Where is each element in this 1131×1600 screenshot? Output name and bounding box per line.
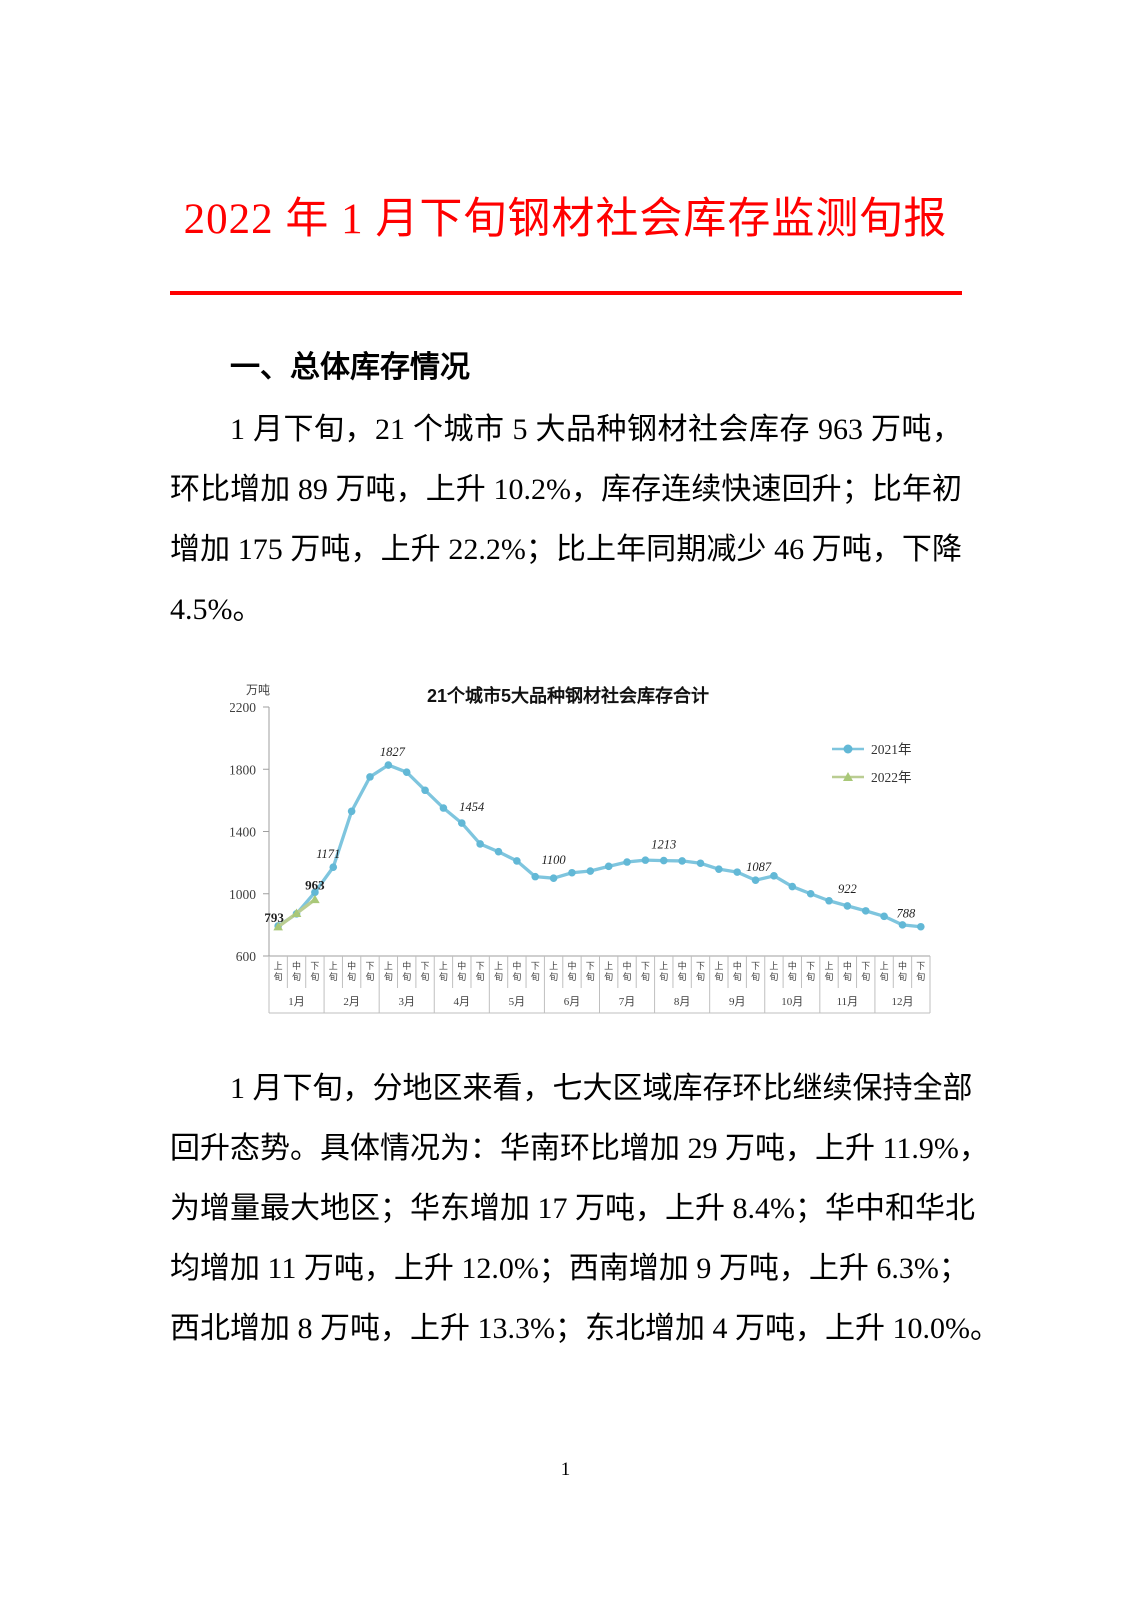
svg-text:上旬: 上旬 <box>274 961 283 982</box>
svg-text:788: 788 <box>896 907 916 921</box>
svg-text:上旬: 上旬 <box>549 961 558 982</box>
svg-text:下旬: 下旬 <box>310 961 319 982</box>
svg-text:中旬: 中旬 <box>733 960 742 982</box>
svg-text:2月: 2月 <box>343 996 360 1008</box>
paragraph-overview: 1 月下旬，21 个城市 5 大品种钢材社会库存 963 万吨， 环比增加 89… <box>170 400 962 640</box>
svg-text:5月: 5月 <box>509 996 526 1008</box>
svg-text:下旬: 下旬 <box>806 961 815 982</box>
svg-text:中旬: 中旬 <box>567 960 576 982</box>
svg-text:963: 963 <box>305 878 325 893</box>
chart-title: 21个城市5大品种钢材社会库存合计 <box>426 686 710 706</box>
svg-text:中旬: 中旬 <box>623 960 632 982</box>
svg-text:中旬: 中旬 <box>292 960 301 982</box>
svg-text:下旬: 下旬 <box>365 961 374 982</box>
svg-text:3月: 3月 <box>398 996 415 1008</box>
svg-text:1087: 1087 <box>746 860 772 874</box>
svg-text:下旬: 下旬 <box>861 961 870 982</box>
svg-text:上旬: 上旬 <box>825 961 834 982</box>
paragraph-regions: 1 月下旬，分地区来看，七大区域库存环比继续保持全部 回升态势。具体情况为：华南… <box>170 1059 1000 1359</box>
svg-text:9月: 9月 <box>729 996 746 1008</box>
svg-text:793: 793 <box>264 910 284 925</box>
svg-text:上旬: 上旬 <box>604 961 613 982</box>
svg-text:中旬: 中旬 <box>457 960 466 982</box>
svg-text:中旬: 中旬 <box>402 960 411 982</box>
svg-text:1月: 1月 <box>288 996 305 1008</box>
svg-text:1454: 1454 <box>459 800 484 814</box>
svg-text:600: 600 <box>236 949 257 964</box>
svg-text:1213: 1213 <box>651 838 676 852</box>
svg-text:1827: 1827 <box>380 745 406 759</box>
svg-text:中旬: 中旬 <box>347 960 356 982</box>
svg-text:上旬: 上旬 <box>714 961 723 982</box>
svg-text:上旬: 上旬 <box>880 961 889 982</box>
svg-text:下旬: 下旬 <box>916 961 925 982</box>
svg-text:8月: 8月 <box>674 996 691 1008</box>
paragraph-line: 1 月下旬，分地区来看，七大区域库存环比继续保持全部 <box>230 1072 973 1105</box>
paragraph-line: 回升态势。具体情况为：华南环比增加 29 万吨，上升 11.9%， <box>170 1132 989 1165</box>
svg-text:上旬: 上旬 <box>384 961 393 982</box>
svg-text:上旬: 上旬 <box>329 961 338 982</box>
svg-text:下旬: 下旬 <box>476 961 485 982</box>
svg-text:1000: 1000 <box>230 887 256 902</box>
document-title: 2022 年 1 月下旬钢材社会库存监测旬报 <box>183 196 948 243</box>
inventory-line-chart: 万吨 21个城市5大品种钢材社会库存合计 600 1000 1400 1800 2200… <box>230 655 970 1027</box>
svg-text:1100: 1100 <box>542 853 567 867</box>
svg-text:2021年: 2021年 <box>871 742 912 757</box>
svg-text:下旬: 下旬 <box>586 961 595 982</box>
svg-text:中旬: 中旬 <box>678 960 687 982</box>
page-number: 1 <box>560 1459 571 1480</box>
svg-text:中旬: 中旬 <box>788 960 797 982</box>
svg-text:下旬: 下旬 <box>421 961 430 982</box>
svg-text:中旬: 中旬 <box>843 960 852 982</box>
svg-text:上旬: 上旬 <box>769 961 778 982</box>
svg-text:6月: 6月 <box>564 996 581 1008</box>
svg-text:1400: 1400 <box>230 825 256 840</box>
title-divider-rule <box>170 291 962 295</box>
svg-text:中旬: 中旬 <box>512 960 521 982</box>
svg-text:1171: 1171 <box>316 847 340 861</box>
svg-text:下旬: 下旬 <box>696 961 705 982</box>
paragraph-line: 为增量最大地区；华东增加 17 万吨，上升 8.4%；华中和华北 <box>170 1192 975 1225</box>
svg-text:下旬: 下旬 <box>531 961 540 982</box>
paragraph-line: 西北增加 8 万吨，上升 13.3%；东北增加 4 万吨，上升 10.0%。 <box>170 1312 1000 1345</box>
svg-text:上旬: 上旬 <box>494 961 503 982</box>
svg-text:上旬: 上旬 <box>659 961 668 982</box>
svg-text:4月: 4月 <box>454 996 471 1008</box>
paragraph-line: 1 月下旬，21 个城市 5 大品种钢材社会库存 963 万吨， <box>230 413 962 446</box>
section-heading: 一、总体库存情况 <box>230 351 470 384</box>
inventory-chart-svg: 6001000140018002200上旬中旬下旬上旬中旬下旬上旬中旬下旬上旬中… <box>230 700 931 1014</box>
svg-text:922: 922 <box>838 882 857 896</box>
svg-text:10月: 10月 <box>781 996 803 1008</box>
svg-text:2022年: 2022年 <box>871 770 912 785</box>
svg-text:下旬: 下旬 <box>751 961 760 982</box>
paragraph-line: 4.5%。 <box>170 593 263 626</box>
svg-text:中旬: 中旬 <box>898 960 907 982</box>
svg-text:上旬: 上旬 <box>439 961 448 982</box>
svg-text:1800: 1800 <box>230 762 256 777</box>
svg-text:下旬: 下旬 <box>641 961 650 982</box>
paragraph-line: 环比增加 89 万吨，上升 10.2%，库存连续快速回升；比年初 <box>170 473 962 506</box>
paragraph-line: 均增加 11 万吨，上升 12.0%；西南增加 9 万吨，上升 6.3%； <box>170 1252 969 1285</box>
svg-text:7月: 7月 <box>619 996 636 1008</box>
svg-text:2200: 2200 <box>230 700 256 715</box>
paragraph-line: 增加 175 万吨，上升 22.2%；比上年同期减少 46 万吨，下降 <box>170 533 962 566</box>
svg-text:12月: 12月 <box>891 996 913 1008</box>
svg-text:11月: 11月 <box>837 996 859 1008</box>
y-axis-unit-label: 万吨 <box>246 683 271 697</box>
